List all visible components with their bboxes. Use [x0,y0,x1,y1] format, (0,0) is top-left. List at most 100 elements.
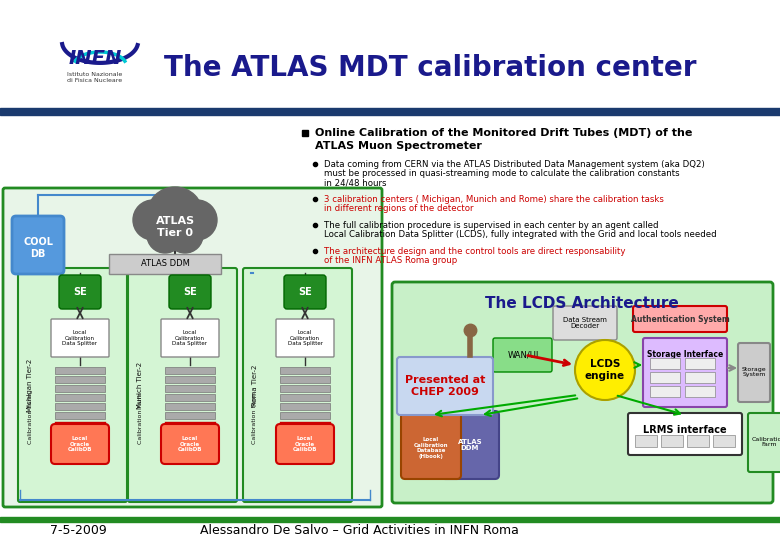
Bar [165,376,215,383]
FancyBboxPatch shape [161,424,219,464]
Bar [713,435,735,447]
Bar [280,367,330,374]
Bar [165,385,215,392]
FancyBboxPatch shape [12,216,64,274]
Bar [55,376,105,383]
Bar [650,358,680,369]
Text: LCDS
engine: LCDS engine [585,359,625,381]
Text: Alessandro De Salvo – Grid Activities in INFN Roma: Alessandro De Salvo – Grid Activities in… [200,523,519,537]
Bar [55,403,105,410]
Text: INFN: INFN [69,49,122,68]
FancyBboxPatch shape [401,411,461,479]
Bar [165,367,215,374]
Bar [635,435,657,447]
Text: Local
Oracle
CalibDB: Local Oracle CalibDB [292,436,317,453]
Text: Data Stream
Decoder: Data Stream Decoder [563,316,607,329]
Bar [165,394,215,401]
Text: must be processed in quasi-streaming mode to calculate the calibration constants: must be processed in quasi-streaming mod… [324,169,679,178]
Bar [55,394,105,401]
Text: Local
Oracle
CalibDB: Local Oracle CalibDB [68,436,92,453]
Text: ATLAS
DDM: ATLAS DDM [458,438,482,451]
Bar [0,108,780,115]
FancyBboxPatch shape [51,319,109,357]
Text: Local
Calibration
Data Splitter: Local Calibration Data Splitter [62,330,98,346]
Text: The architecture design and the control tools are direct responsability: The architecture design and the control … [324,247,626,256]
Text: Local
Calibration
Data Splitter: Local Calibration Data Splitter [172,330,207,346]
FancyBboxPatch shape [738,343,770,402]
FancyBboxPatch shape [128,268,237,502]
Text: Storage
System: Storage System [742,367,766,377]
Circle shape [147,217,183,253]
Text: SE: SE [298,287,312,297]
Text: Roma Tier-2: Roma Tier-2 [252,364,258,406]
Text: WAN/UI: WAN/UI [507,350,539,360]
Circle shape [575,340,635,400]
Text: Local
Oracle
CalibDB: Local Oracle CalibDB [178,436,202,453]
Bar [280,403,330,410]
Text: Istituto Nazionale: Istituto Nazionale [67,71,122,77]
Text: The LCDS Architecture: The LCDS Architecture [485,295,679,310]
Bar [685,358,715,369]
Bar [685,372,715,383]
Text: Storage Interface: Storage Interface [647,350,723,359]
Text: The ATLAS MDT calibration center: The ATLAS MDT calibration center [164,54,697,82]
Text: 3 calibration centers ( Michigan, Munich and Rome) share the calibration tasks: 3 calibration centers ( Michigan, Munich… [324,195,664,204]
Bar [650,386,680,397]
Text: ATLAS Muon Spectrometer: ATLAS Muon Spectrometer [315,141,482,151]
Text: Calibration Farm: Calibration Farm [253,392,257,444]
Circle shape [133,200,173,240]
Text: Calibration
Farm: Calibration Farm [752,437,780,448]
Text: in 24/48 hours: in 24/48 hours [324,178,387,187]
FancyBboxPatch shape [748,413,780,472]
Text: Local Calibration Data Splitter (LCDS), fully integrated with the Grid and local: Local Calibration Data Splitter (LCDS), … [324,230,717,239]
Circle shape [167,217,203,253]
FancyBboxPatch shape [628,413,742,455]
Text: Michigan Tier-2: Michigan Tier-2 [27,359,33,411]
Bar [280,412,330,419]
Text: SE: SE [73,287,87,297]
Text: 7-5-2009: 7-5-2009 [50,523,107,537]
Bar [280,394,330,401]
FancyBboxPatch shape [553,306,617,340]
Text: of the INFN ATLAS Roma group: of the INFN ATLAS Roma group [324,256,457,265]
Text: The full calibration procedure is supervised in each center by an agent called: The full calibration procedure is superv… [324,221,658,230]
Text: Local
Calibration
Database
(Hbook): Local Calibration Database (Hbook) [413,437,448,459]
Bar [685,386,715,397]
Text: COOL
DB: COOL DB [23,237,53,259]
Bar [55,367,105,374]
Bar [280,385,330,392]
Text: SE: SE [183,287,197,297]
FancyBboxPatch shape [51,424,109,464]
Text: Online Calibration of the Monitored Drift Tubes (MDT) of the: Online Calibration of the Monitored Drif… [315,128,693,138]
FancyBboxPatch shape [276,424,334,464]
Bar [55,385,105,392]
Text: Data coming from CERN via the ATLAS Distributed Data Management system (aka DQ2): Data coming from CERN via the ATLAS Dist… [324,160,705,169]
Bar [0,517,780,522]
FancyBboxPatch shape [59,275,101,309]
Circle shape [177,200,217,240]
FancyBboxPatch shape [243,268,352,502]
FancyBboxPatch shape [392,282,773,503]
FancyBboxPatch shape [18,268,127,502]
FancyBboxPatch shape [276,319,334,357]
FancyBboxPatch shape [493,338,552,372]
Text: Calibration Farm: Calibration Farm [137,392,143,444]
Text: ATLAS DDM: ATLAS DDM [140,260,190,268]
Text: di Fisica Nucleare: di Fisica Nucleare [67,78,122,83]
Text: Local
Calibration
Data Splitter: Local Calibration Data Splitter [288,330,322,346]
Bar [661,435,683,447]
Text: Presented at
CHEP 2009: Presented at CHEP 2009 [405,375,485,397]
FancyBboxPatch shape [169,275,211,309]
FancyBboxPatch shape [441,411,499,479]
FancyBboxPatch shape [643,338,727,407]
FancyBboxPatch shape [3,188,382,507]
Bar [650,372,680,383]
Bar [687,435,709,447]
Bar [165,403,215,410]
Text: Munich Tier-2: Munich Tier-2 [137,361,143,409]
FancyBboxPatch shape [109,254,221,274]
Bar [280,376,330,383]
Text: Calibration Farm: Calibration Farm [27,392,33,444]
Bar [55,412,105,419]
FancyBboxPatch shape [161,319,219,357]
